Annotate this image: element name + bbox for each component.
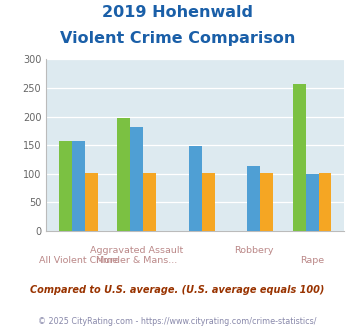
Bar [72, 141, 85, 231]
Text: Murder & Mans...: Murder & Mans... [96, 256, 178, 265]
Text: Rape: Rape [300, 256, 324, 265]
Bar [293, 84, 306, 231]
Bar [319, 173, 332, 231]
Bar [59, 141, 72, 231]
Text: Robbery: Robbery [234, 246, 273, 255]
Text: Compared to U.S. average. (U.S. average equals 100): Compared to U.S. average. (U.S. average … [30, 285, 325, 295]
Bar [260, 173, 273, 231]
Text: Aggravated Assault: Aggravated Assault [90, 246, 184, 255]
Text: 2019 Hohenwald: 2019 Hohenwald [102, 5, 253, 20]
Bar [143, 173, 156, 231]
Text: © 2025 CityRating.com - https://www.cityrating.com/crime-statistics/: © 2025 CityRating.com - https://www.city… [38, 317, 317, 326]
Bar [130, 127, 143, 231]
Bar [189, 146, 202, 231]
Bar [118, 118, 130, 231]
Text: Violent Crime Comparison: Violent Crime Comparison [60, 31, 295, 46]
Text: All Violent Crime: All Violent Crime [39, 256, 118, 265]
Bar [306, 174, 319, 231]
Bar [202, 173, 214, 231]
Bar [85, 173, 98, 231]
Legend: Hohenwald, Tennessee, National: Hohenwald, Tennessee, National [54, 326, 337, 330]
Bar [247, 166, 260, 231]
